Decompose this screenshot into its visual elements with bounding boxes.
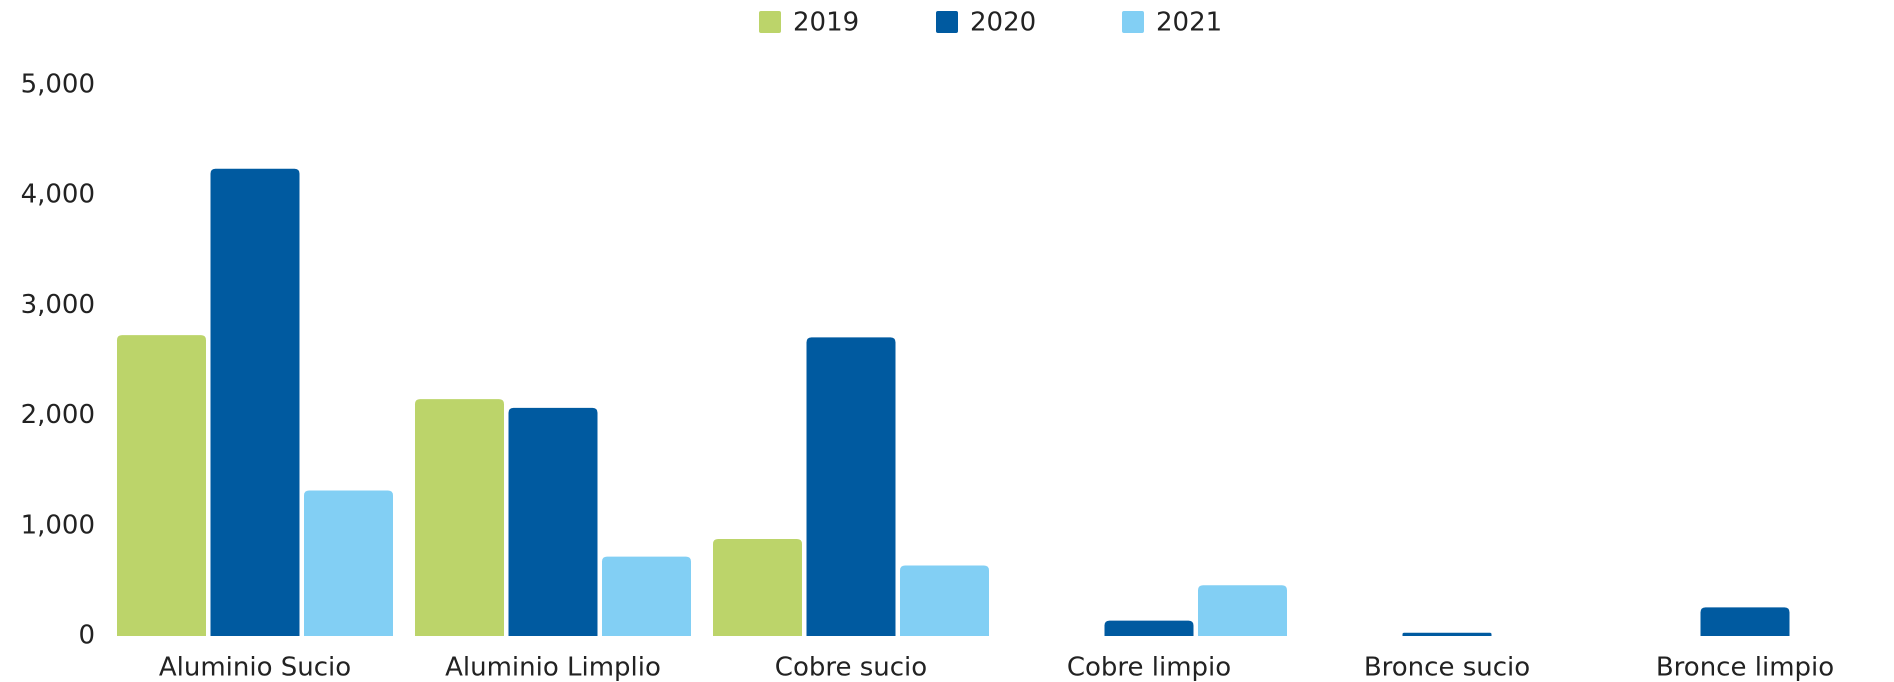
legend-swatch (759, 11, 781, 33)
y-tick-label: 1,000 (21, 510, 95, 540)
bar (1402, 632, 1492, 636)
y-tick-label: 0 (78, 621, 95, 651)
bar (1198, 585, 1287, 636)
bar (1104, 620, 1194, 636)
y-tick-label: 4,000 (21, 180, 95, 210)
x-tick-label: Bronce sucio (1364, 653, 1530, 682)
x-tick-label: Aluminio Sucio (159, 653, 351, 682)
bar (713, 539, 802, 636)
bar (508, 407, 598, 636)
bar (304, 490, 393, 636)
legend-swatch (936, 11, 958, 33)
bar (117, 335, 206, 636)
bar (1700, 607, 1790, 636)
bar (415, 399, 504, 636)
legend-label: 2020 (970, 8, 1036, 38)
bar (602, 556, 691, 636)
y-tick-label: 2,000 (21, 400, 95, 430)
legend-label: 2019 (793, 8, 859, 38)
x-tick-label: Cobre limpio (1067, 653, 1231, 682)
y-tick-label: 3,000 (21, 290, 95, 320)
legend-swatch (1122, 11, 1144, 33)
y-tick-label: 5,000 (21, 70, 95, 100)
x-tick-label: Cobre sucio (775, 653, 927, 682)
legend-label: 2021 (1156, 8, 1222, 38)
bar (806, 337, 896, 636)
x-tick-label: Bronce limpio (1656, 653, 1834, 682)
bar (210, 168, 300, 636)
bar (900, 565, 989, 636)
x-tick-label: Aluminio Limplio (445, 653, 661, 682)
